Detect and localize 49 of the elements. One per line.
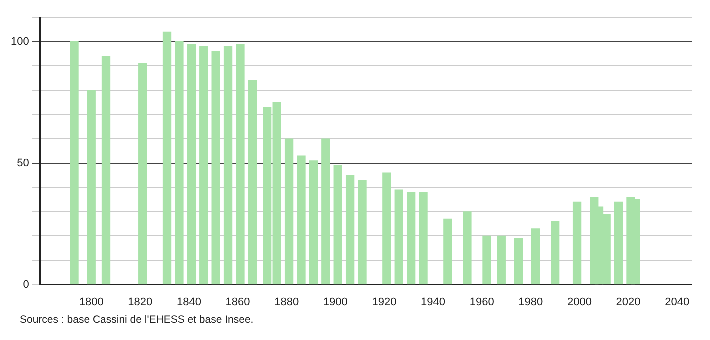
x-tick-label: 1800	[79, 296, 104, 308]
bar	[407, 192, 416, 285]
bar	[572, 202, 582, 285]
bar	[358, 180, 367, 285]
bar	[550, 221, 560, 285]
x-tick-label: 1860	[226, 296, 250, 308]
bar	[297, 156, 306, 285]
x-tick-label: 1940	[421, 296, 446, 308]
bar	[334, 165, 342, 285]
bar	[322, 138, 330, 285]
y-tick-label: 0	[23, 278, 30, 291]
x-tick-label: 1960	[470, 296, 494, 308]
bar	[70, 42, 79, 285]
bar	[162, 32, 172, 285]
bar	[102, 56, 111, 285]
x-tick-label: 2040	[665, 296, 690, 308]
bar	[284, 138, 294, 285]
bar	[531, 228, 540, 285]
bar	[346, 175, 355, 285]
bar	[200, 46, 208, 285]
bar	[514, 238, 524, 285]
y-tick-label: 100	[10, 36, 30, 48]
bar	[138, 63, 148, 285]
bar	[212, 51, 220, 285]
bar	[614, 202, 624, 285]
x-tick-label: 1920	[372, 296, 397, 308]
bar	[224, 46, 233, 285]
x-tick-label: 2000	[567, 296, 592, 308]
bar	[394, 190, 404, 285]
bar	[187, 44, 196, 285]
y-tick-label: 50	[17, 157, 30, 170]
bar	[175, 42, 184, 285]
x-tick-label: 1840	[176, 296, 202, 308]
x-tick-label: 1900	[323, 296, 348, 308]
bar	[482, 236, 492, 285]
bar	[87, 90, 96, 285]
bar	[463, 212, 472, 285]
x-tick-label: 1980	[518, 296, 544, 308]
bar	[444, 218, 452, 285]
bar	[382, 172, 392, 285]
x-tick-label: 1880	[274, 296, 300, 308]
bar	[419, 192, 428, 285]
x-tick-label: 2020	[616, 296, 641, 308]
bar	[309, 160, 318, 285]
bar	[236, 44, 245, 285]
bar	[248, 80, 258, 285]
bar	[497, 236, 506, 285]
source-note: Sources : base Cassini de l'EHESS et base Insee.	[20, 314, 255, 326]
x-tick-label: 1820	[128, 296, 153, 308]
